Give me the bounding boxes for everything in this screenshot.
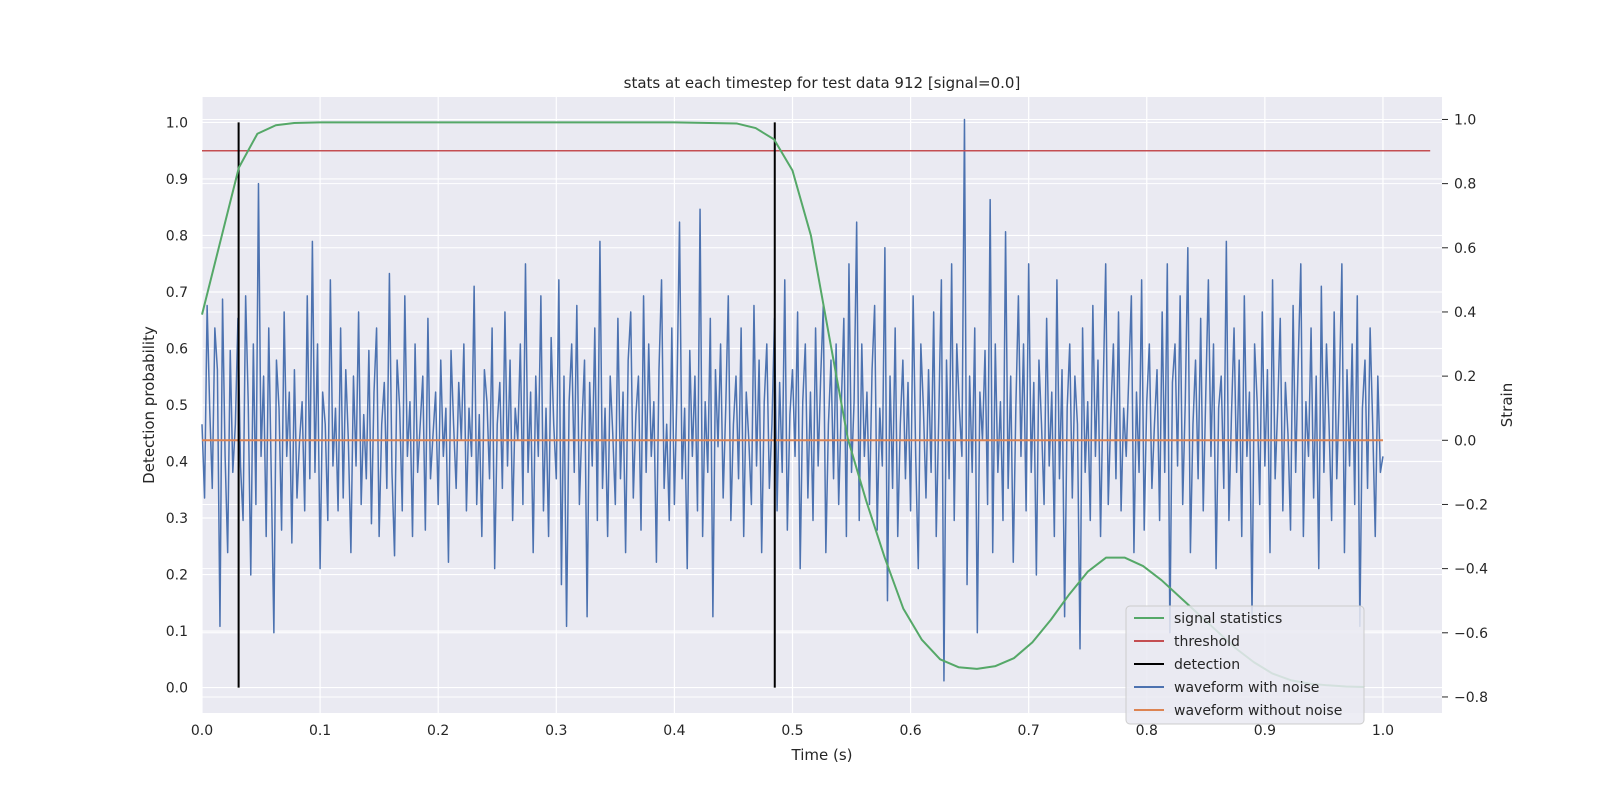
legend-label-waveform-with-noise: waveform with noise bbox=[1174, 680, 1319, 696]
x-tick-label: 1.0 bbox=[1372, 723, 1394, 739]
legend: signal statistics threshold detection wa… bbox=[1125, 605, 1365, 725]
right-y-tick-label: 0.0 bbox=[1454, 433, 1476, 449]
left-y-tick-label: 0.4 bbox=[166, 455, 188, 471]
right-y-tick-label: −0.8 bbox=[1454, 690, 1488, 706]
left-y-tick-label: 0.7 bbox=[166, 285, 188, 301]
legend-box bbox=[1125, 605, 1365, 725]
legend-label-signal-statistics: signal statistics bbox=[1174, 611, 1282, 627]
right-y-tick-label: 0.2 bbox=[1454, 369, 1476, 385]
left-y-tick-label: 0.0 bbox=[166, 681, 188, 697]
x-tick-label: 0.6 bbox=[899, 723, 921, 739]
chart-title: stats at each timestep for test data 912… bbox=[624, 74, 1021, 92]
right-y-tick-label: 0.6 bbox=[1454, 241, 1476, 257]
left-y-tick-label: 0.3 bbox=[166, 511, 188, 527]
legend-label-detection: detection bbox=[1174, 657, 1240, 673]
x-tick-label: 0.8 bbox=[1136, 723, 1158, 739]
x-tick-label: 0.1 bbox=[309, 723, 331, 739]
right-y-tick-label: 0.4 bbox=[1454, 305, 1476, 321]
legend-label-threshold: threshold bbox=[1174, 634, 1240, 650]
left-y-tick-label: 0.9 bbox=[166, 172, 188, 188]
left-y-tick-label: 0.1 bbox=[166, 624, 188, 640]
right-y-tick-label: −0.2 bbox=[1454, 497, 1488, 513]
legend-label-waveform-without-noise: waveform without noise bbox=[1174, 703, 1342, 719]
x-tick-label: 0.9 bbox=[1254, 723, 1276, 739]
right-y-tick-label: 1.0 bbox=[1454, 112, 1476, 128]
right-y-axis: −0.8 −0.6 −0.4 −0.2 0.0 0.2 0.4 0.6 0.8 1.0 bbox=[1442, 112, 1488, 706]
x-tick-label: 0.4 bbox=[663, 723, 685, 739]
series-waveform-with-noise bbox=[201, 118, 1384, 682]
x-tick-label: 0.2 bbox=[427, 723, 449, 739]
left-y-tick-label: 1.0 bbox=[166, 115, 188, 131]
x-tick-label: 0.7 bbox=[1018, 723, 1040, 739]
left-y-tick-label: 0.6 bbox=[166, 341, 188, 357]
left-y-axis-title: Detection probability bbox=[140, 326, 158, 484]
left-y-tick-label: 0.5 bbox=[166, 398, 188, 414]
left-y-tick-label: 0.8 bbox=[166, 228, 188, 244]
right-y-tick-label: 0.8 bbox=[1454, 177, 1476, 193]
x-tick-label: 0.3 bbox=[545, 723, 567, 739]
x-tick-label: 0.5 bbox=[781, 723, 803, 739]
right-y-tick-label: −0.6 bbox=[1454, 626, 1488, 642]
x-axis: 0.0 0.1 0.2 0.3 0.4 0.5 0.6 0.7 0.8 0.9 1.0 bbox=[191, 723, 1394, 739]
left-y-tick-label: 0.2 bbox=[166, 568, 188, 584]
x-tick-label: 0.0 bbox=[191, 723, 213, 739]
right-y-axis-title: Strain bbox=[1498, 383, 1516, 427]
left-y-axis: 0.0 0.1 0.2 0.3 0.4 0.5 0.6 0.7 0.8 0.9 1.0 bbox=[166, 115, 188, 696]
right-y-tick-label: −0.4 bbox=[1454, 562, 1488, 578]
x-axis-title: Time (s) bbox=[791, 746, 853, 764]
